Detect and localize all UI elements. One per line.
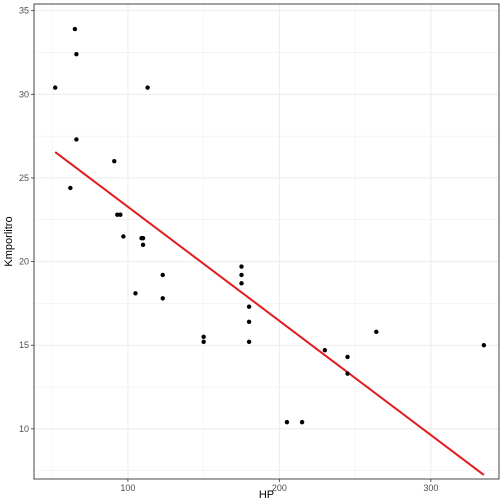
data-point [160,296,165,301]
data-point [53,85,58,90]
data-point [239,264,244,269]
data-point [140,235,146,241]
data-point [72,26,78,32]
data-point [74,137,79,142]
x-tick-label: 300 [423,483,438,493]
x-axis-title: HP [259,489,274,501]
data-point [345,354,350,360]
panel-border [33,3,500,480]
data-point [246,319,252,324]
data-point [74,51,79,57]
data-point [239,272,244,278]
data-points [53,26,487,425]
data-point [201,339,206,345]
data-point [374,329,379,335]
regression-line [54,151,485,476]
data-point [118,212,123,217]
data-point [115,212,120,217]
regression-line-group [54,151,485,476]
y-axis-title: Kmporlitro [3,216,15,266]
data-point [133,291,138,296]
y-axis-ticks: 10 15 20 25 30 35 [19,6,34,434]
y-tick-label: 30 [19,89,29,99]
data-point [201,334,206,340]
data-point [284,419,290,425]
data-point [299,419,305,425]
data-point [112,159,117,164]
data-point [145,85,150,90]
grid-lines [34,4,499,479]
y-tick-label: 15 [19,340,29,350]
data-point [121,234,126,239]
y-tick-label: 35 [19,6,29,16]
data-point [322,348,328,353]
x-tick-label: 100 [120,483,135,493]
x-axis-ticks: 100 200 300 [120,479,438,493]
y-tick-label: 20 [19,257,29,267]
x-tick-label: 200 [272,483,287,493]
data-point [68,185,73,191]
data-point [246,304,252,309]
data-point [239,281,244,286]
data-point [481,342,487,348]
data-point [345,371,350,376]
y-tick-label: 25 [19,173,29,183]
data-point [160,272,165,278]
data-point [246,339,252,345]
data-point [140,242,146,248]
y-tick-label: 10 [19,424,29,434]
